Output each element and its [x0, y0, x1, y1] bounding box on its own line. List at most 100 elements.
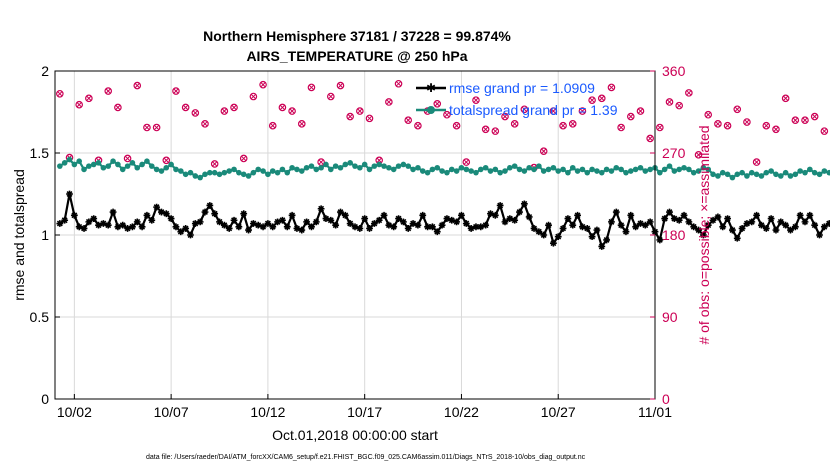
obs-possible-marker	[704, 110, 713, 119]
obs-possible-marker	[56, 89, 64, 98]
rmse-point	[564, 215, 572, 222]
obs-possible-marker	[597, 94, 606, 103]
obs-assimilated-marker	[231, 104, 237, 111]
totalspread-point	[705, 166, 712, 173]
obs-assimilated-marker	[366, 115, 373, 122]
totalspread-point	[792, 171, 799, 178]
totalspread-point	[255, 166, 262, 173]
rmse-point	[487, 210, 494, 218]
totalspread-point	[555, 168, 562, 174]
obs-possible-marker	[636, 107, 645, 115]
totalspread-point	[81, 166, 87, 173]
rmse-point	[661, 215, 669, 222]
rmse-point	[167, 215, 175, 222]
rmse-point	[129, 223, 136, 231]
obs-possible-marker	[152, 123, 161, 132]
obs-assimilated-marker	[753, 159, 760, 165]
rmse-point	[332, 221, 340, 229]
totalspread-point	[502, 168, 508, 174]
rmse-point	[211, 210, 219, 218]
x-tick-label: 10/02	[57, 404, 92, 420]
obs-assimilated-marker	[250, 93, 257, 100]
x-axis-label: Oct.01,2018 00:00:00 start	[272, 427, 438, 443]
obs-assimilated-marker	[308, 84, 315, 91]
totalspread-point	[753, 171, 760, 178]
rmse-point	[75, 223, 83, 231]
rmse-point	[351, 223, 359, 231]
rmse-point	[458, 211, 465, 219]
obs-assimilated-marker	[773, 126, 779, 132]
totalspread-point	[313, 166, 320, 173]
obs-assimilated-marker	[637, 108, 644, 114]
rmse-point	[709, 216, 717, 224]
rmse-point	[114, 223, 122, 231]
rmse-point	[341, 211, 349, 219]
y-tick-label: 0.5	[30, 309, 50, 325]
totalspread-point	[744, 173, 750, 179]
obs-assimilated-marker	[482, 126, 489, 132]
totalspread-point	[153, 166, 160, 173]
obs-possible-marker	[191, 109, 200, 117]
rmse-point	[637, 220, 644, 227]
rmse-point	[666, 208, 673, 216]
obs-possible-marker	[230, 103, 238, 112]
totalspread-point	[390, 166, 397, 173]
legend-spread-label: totalspread grand pr = 1.39	[449, 102, 618, 118]
rmse-point	[66, 190, 73, 198]
totalspread-point	[719, 169, 726, 176]
rmse-point	[138, 223, 146, 231]
totalspread-point	[182, 171, 189, 178]
obs-possible-marker	[239, 154, 248, 163]
rmse-point	[588, 233, 596, 241]
obs-possible-marker	[481, 125, 490, 134]
obs-possible-marker	[462, 158, 471, 166]
obs-possible-marker	[491, 127, 500, 135]
obs-assimilated-marker	[328, 93, 334, 100]
rmse-point	[230, 216, 238, 224]
obs-possible-marker	[752, 158, 761, 166]
totalspread-point	[729, 174, 736, 181]
y-axis-label: rmse and totalspread	[11, 169, 27, 301]
obs-assimilated-marker	[666, 99, 673, 105]
totalspread-point	[594, 168, 600, 174]
obs-possible-marker	[791, 116, 800, 125]
obs-assimilated-marker	[260, 82, 266, 88]
totalspread-point	[628, 168, 634, 174]
totalspread-point	[61, 160, 68, 166]
obs-assimilated-marker	[434, 101, 440, 107]
rmse-point	[187, 231, 194, 239]
rmse-point	[554, 233, 562, 241]
rmse-point	[254, 221, 262, 229]
obs-possible-marker	[743, 118, 751, 126]
totalspread-point	[328, 166, 334, 173]
totalspread-point	[289, 164, 295, 171]
totalspread-point	[250, 169, 257, 176]
totalspread-point	[197, 174, 203, 181]
obs-possible-marker	[288, 107, 296, 115]
rmse-point	[569, 221, 577, 229]
totalspread-point	[308, 163, 315, 169]
rmse-point	[753, 211, 761, 219]
rmse-point	[714, 213, 722, 221]
totalspread-point	[724, 171, 731, 178]
totalspread-point	[618, 166, 624, 173]
y2-tick-label: 90	[662, 309, 678, 325]
obs-possible-marker	[220, 107, 229, 115]
rmse-point	[85, 218, 93, 226]
rmse-point	[327, 216, 335, 224]
y2-tick-label: 180	[662, 227, 686, 243]
totalspread-point	[560, 166, 566, 173]
totalspread-point	[240, 171, 247, 178]
obs-possible-marker	[327, 92, 335, 101]
totalspread-point	[134, 164, 141, 171]
obs-assimilated-marker	[86, 95, 92, 101]
totalspread-point	[782, 169, 789, 176]
totalspread-point	[807, 166, 813, 173]
totalspread-point	[347, 160, 353, 166]
y-tick-label: 0	[41, 391, 49, 407]
totalspread-point	[323, 161, 329, 168]
totalspread-point	[690, 169, 697, 176]
x-tick-label: 10/27	[541, 404, 576, 420]
totalspread-point	[298, 168, 305, 174]
totalspread-point	[637, 164, 644, 171]
